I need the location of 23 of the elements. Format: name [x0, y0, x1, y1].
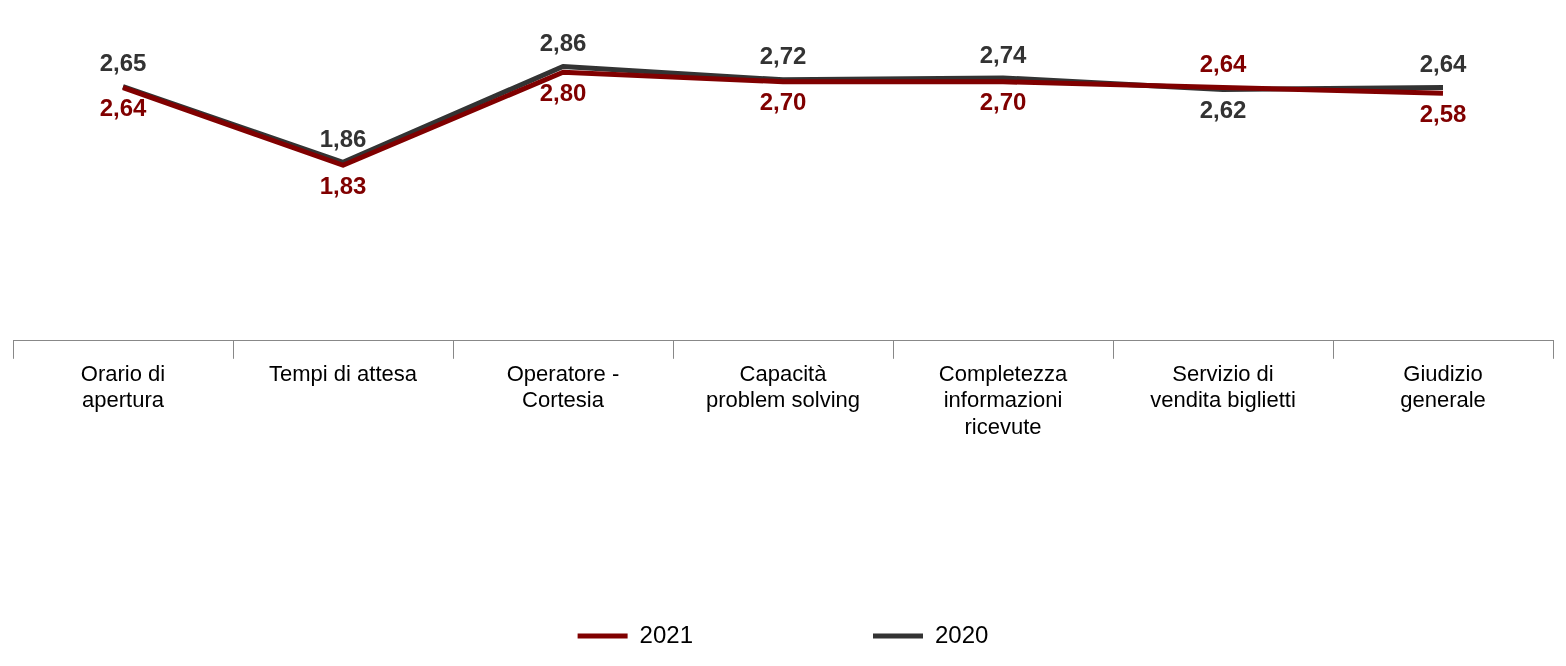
- data-label: 2,74: [979, 40, 1027, 68]
- x-tick-label: Completezza informazioni ricevute: [938, 361, 1068, 439]
- data-label: 2,72: [759, 42, 807, 70]
- data-label: 2,80: [539, 78, 587, 106]
- data-label: 2,70: [979, 88, 1027, 116]
- data-label: 2,58: [1419, 99, 1467, 127]
- x-tick-label: Orario di apertura: [80, 361, 166, 413]
- x-tick-label: Servizio di vendita biglietti: [1150, 361, 1296, 413]
- data-label: 2,64: [1199, 50, 1247, 78]
- data-label: 2,65: [99, 49, 147, 77]
- legend-label: 2020: [935, 620, 989, 648]
- data-label: 2,86: [539, 29, 587, 57]
- x-tick-label: Capacità problem solving: [705, 361, 861, 413]
- data-label: 2,70: [759, 88, 807, 116]
- data-label: 1,86: [319, 124, 367, 152]
- data-label: 2,62: [1199, 96, 1247, 124]
- x-tick-label: Giudizio generale: [1400, 361, 1486, 413]
- x-tick-label: Operatore - Cortesia: [506, 361, 620, 413]
- data-label: 1,83: [319, 171, 367, 199]
- data-label: 2,64: [99, 94, 147, 122]
- legend-label: 2021: [639, 620, 693, 648]
- data-label: 2,64: [1419, 50, 1467, 78]
- x-tick-label: Tempi di attesa: [269, 361, 418, 387]
